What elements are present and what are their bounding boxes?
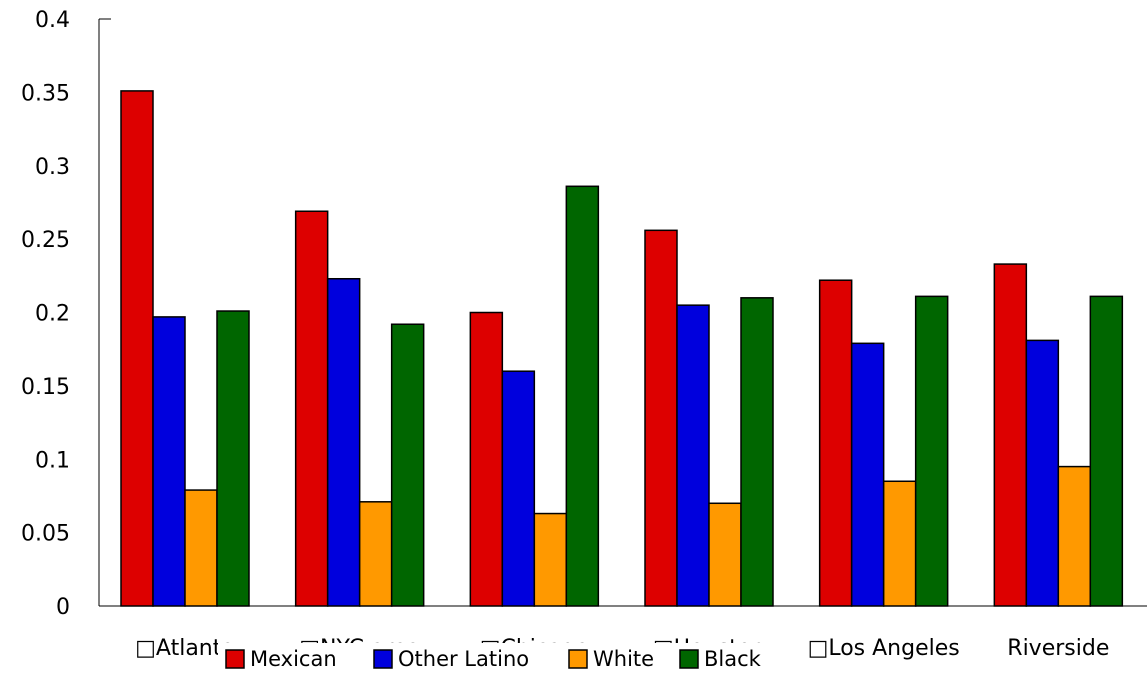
legend-label: Other Latino <box>398 647 529 671</box>
bar-mexican <box>994 264 1026 606</box>
bar-other-latino <box>328 279 360 606</box>
y-tick-label: 0.1 <box>35 448 70 473</box>
y-tick-label: 0.2 <box>35 302 70 327</box>
bar-black <box>741 298 773 606</box>
y-tick-label: 0 <box>56 595 70 620</box>
legend-swatch-white <box>569 650 587 668</box>
y-axis-ticks: 0 0.05 0.1 0.15 0.2 0.25 0.3 0.35 0.4 <box>21 8 111 620</box>
x-category-label: Riverside <box>1007 636 1109 661</box>
bar-mexican <box>296 211 328 606</box>
bar-other-latino <box>677 305 709 606</box>
legend-swatch-other-latino <box>374 650 392 668</box>
legend-swatch-black <box>680 650 698 668</box>
y-tick-label: 0.3 <box>35 155 70 180</box>
legend: Mexican Other Latino White Black <box>218 643 778 675</box>
legend-label: Black <box>704 647 762 671</box>
bar-black <box>217 311 249 606</box>
bar-mexican <box>645 230 677 606</box>
bar-mexican <box>470 313 502 607</box>
bar-white <box>360 502 392 606</box>
y-tick-label: 0.15 <box>21 375 70 400</box>
bar-white <box>709 503 741 606</box>
y-tick-label: 0.25 <box>21 228 70 253</box>
legend-swatch-mexican <box>226 650 244 668</box>
x-category-label: □Los Angeles <box>808 636 960 661</box>
bar-other-latino <box>1026 340 1058 606</box>
bars <box>121 91 1122 606</box>
bar-black <box>566 186 598 606</box>
y-tick-label: 0.4 <box>35 8 70 33</box>
bar-other-latino <box>153 317 185 606</box>
bar-mexican <box>121 91 153 606</box>
bar-white <box>534 514 566 606</box>
y-tick-label: 0.35 <box>21 81 70 106</box>
y-tick-label: 0.05 <box>21 522 70 547</box>
bar-black <box>916 296 948 606</box>
legend-label: White <box>593 647 654 671</box>
bar-other-latino <box>852 343 884 606</box>
bar-white <box>884 481 916 606</box>
bar-other-latino <box>502 371 534 606</box>
bar-white <box>185 490 217 606</box>
bar-white <box>1058 467 1090 606</box>
bar-mexican <box>820 280 852 606</box>
bar-black <box>1090 296 1122 606</box>
bar-black <box>392 324 424 606</box>
legend-label: Mexican <box>250 647 337 671</box>
